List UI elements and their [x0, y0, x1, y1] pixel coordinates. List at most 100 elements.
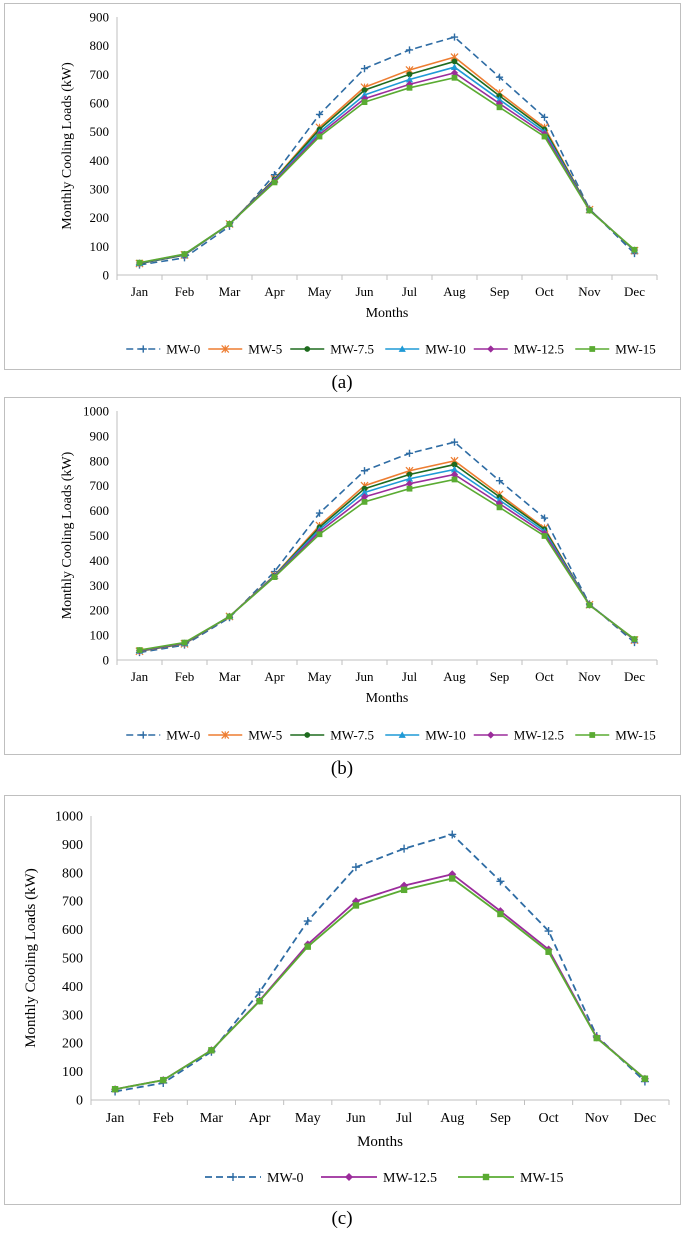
- chart-c-point-mw-15-mar: [208, 1047, 215, 1054]
- chart-b-point-mw-0-sep: [495, 477, 504, 485]
- chart-a-y-axis-label: Monthly Cooling Loads (kW): [60, 62, 75, 230]
- chart-c-x-axis-label: Months: [357, 1134, 403, 1150]
- chart-a-x-tick-dec: Dec: [624, 284, 645, 299]
- chart-c-point-mw-15-sep: [497, 910, 504, 918]
- chart-a-point-mw-7-5-jul: [406, 71, 413, 78]
- chart-b-point-mw-0-jul: [405, 449, 414, 457]
- chart-c-x-tick-nov: Nov: [585, 1111, 609, 1126]
- chart-a-legend: MW-0 MW-5 MW-7.5 MW-10 MW-12.5 MW-15: [126, 342, 656, 357]
- chart-b-y-tick-200: 200: [90, 603, 110, 618]
- chart-b-legend: MW-0 MW-5 MW-7.5 MW-10 MW-12.5 MW-15: [126, 728, 656, 743]
- chart-b-x-tick-may: May: [308, 669, 332, 684]
- chart-a-point-mw-15-may: [316, 133, 323, 140]
- chart-b-y-tick-400: 400: [90, 553, 110, 568]
- chart-b-legend-item-mw-15: MW-15: [575, 728, 656, 743]
- chart-b-point-mw-15-mar: [226, 613, 233, 620]
- chart-c-legend-item-mw-0: MW-0: [205, 1171, 304, 1186]
- chart-b-legend-item-mw-5: MW-5: [208, 728, 282, 743]
- chart-b-point-mw-15-jun: [361, 499, 368, 505]
- chart-b-legend-label-mw-10: MW-10: [425, 728, 465, 743]
- chart-a-x-tick-feb: Feb: [175, 284, 195, 299]
- chart-c-point-mw-0-oct: [544, 927, 553, 936]
- chart-c-x-tick-jun: Jun: [346, 1111, 365, 1126]
- chart-a-point-mw-15-mar: [226, 221, 233, 227]
- chart-b-legend-item-mw-7-5: MW-7.5: [290, 728, 374, 743]
- chart-c-point-mw-15-jun: [352, 902, 360, 909]
- chart-a-legend-marker-mw-5: [221, 344, 230, 354]
- chart-a-y-tick-100: 100: [90, 239, 110, 254]
- chart-c-x-tick-mar: Mar: [200, 1111, 224, 1126]
- chart-b-point-mw-0-oct: [540, 514, 549, 522]
- chart-c-legend-marker-mw-15: [482, 1173, 490, 1181]
- chart-b-point-mw-15-nov: [586, 602, 593, 609]
- chart-a-point-mw-0-sep: [495, 73, 504, 81]
- chart-a-y-tick-200: 200: [90, 210, 110, 225]
- chart-b-x-tick-oct: Oct: [535, 669, 554, 684]
- chart-c-x-tick-jul: Jul: [396, 1111, 412, 1126]
- chart-b-legend-item-mw-10: MW-10: [385, 728, 466, 743]
- chart-a-point-mw-15-feb: [181, 251, 188, 257]
- chart-b-x-tick-dec: Dec: [624, 669, 645, 684]
- chart-b-point-mw-7-5-jul: [406, 471, 413, 478]
- chart-c-legend-label-mw-12-5: MW-12.5: [383, 1171, 437, 1186]
- chart-c-y-tick-200: 200: [62, 1037, 83, 1052]
- chart-a-svg: 0 100 200 300 400 500 600 700 800 900 Jan Feb Mar Apr…: [60, 10, 658, 357]
- chart-c-x-tick-oct: Oct: [538, 1111, 558, 1126]
- chart-a-point-mw-10-sep: [495, 95, 504, 103]
- chart-a-point-mw-7-5-jun: [361, 87, 368, 93]
- chart-a-point-mw-7-5-aug: [451, 58, 458, 65]
- chart-c-point-mw-0-jun: [351, 863, 360, 872]
- chart-b-point-mw-15-dec: [631, 636, 638, 642]
- chart-c-series-mw-12-5: [111, 870, 649, 1094]
- chart-b-legend-marker-mw-15: [589, 732, 596, 738]
- chart-a-x-tick-jul: Jul: [402, 284, 418, 299]
- chart-b-x-tick-apr: Apr: [264, 669, 285, 684]
- chart-b-point-mw-7-5-jun: [361, 485, 368, 492]
- chart-a-x-tick-mar: Mar: [219, 284, 241, 299]
- chart-a-y-tick-600: 600: [90, 96, 110, 111]
- chart-c-x-tick-feb: Feb: [153, 1111, 174, 1126]
- chart-panel-a: 0 100 200 300 400 500 600 700 800 900 Jan Feb Mar Apr…: [4, 3, 681, 370]
- chart-c-legend-label-mw-0: MW-0: [267, 1171, 304, 1186]
- chart-a-x-tick-may: May: [308, 284, 332, 299]
- chart-a-point-mw-15-jan: [136, 259, 143, 266]
- chart-b-x-tick-nov: Nov: [578, 669, 601, 684]
- chart-c-point-mw-15-oct: [545, 948, 552, 955]
- chart-c-point-mw-15-aug: [449, 875, 456, 882]
- chart-a-line-mw-0: [139, 36, 636, 266]
- chart-a-x-tick-apr: Apr: [264, 284, 285, 299]
- chart-a-legend-marker-mw-10: [398, 345, 406, 352]
- chart-b-svg: 0 100 200 300 400 500 600 700 800 900 1000 Jan Feb Ma…: [60, 404, 658, 743]
- chart-b-y-tick-0: 0: [103, 653, 110, 668]
- chart-a-legend-label-mw-10: MW-10: [425, 342, 465, 357]
- chart-b-line-mw-15: [139, 478, 635, 651]
- chart-b-legend-marker-mw-12-5: [487, 731, 495, 739]
- chart-c-x-tick-jan: Jan: [106, 1111, 125, 1126]
- chart-b-x-tick-aug: Aug: [443, 669, 466, 684]
- chart-b-x-axis-label: Months: [366, 691, 409, 706]
- chart-b-point-mw-15-oct: [541, 533, 548, 539]
- chart-b-legend-label-mw-7-5: MW-7.5: [330, 728, 374, 743]
- chart-a-legend-marker-mw-0: [139, 345, 147, 353]
- chart-b-legend-label-mw-12-5: MW-12.5: [514, 728, 564, 743]
- chart-c-point-mw-0-apr: [255, 988, 264, 997]
- chart-a-point-mw-15-dec: [631, 246, 638, 253]
- chart-c-y-tick-400: 400: [62, 980, 83, 995]
- chart-a-legend-label-mw-15: MW-15: [615, 342, 655, 357]
- chart-b-series-mw-0: [135, 438, 639, 657]
- chart-a-y-tick-400: 400: [90, 153, 110, 168]
- chart-a-y-tick-500: 500: [90, 124, 110, 139]
- chart-b-point-mw-15-may: [316, 531, 323, 538]
- chart-b-legend-label-mw-15: MW-15: [615, 728, 655, 743]
- chart-a-legend-label-mw-5: MW-5: [248, 342, 282, 357]
- chart-b-point-mw-7-5-aug: [451, 461, 458, 468]
- chart-c-x-tick-aug: Aug: [440, 1111, 464, 1126]
- chart-c-point-mw-0-jul: [400, 844, 409, 853]
- chart-c-series-mw-0: [111, 830, 649, 1096]
- chart-a-point-mw-0-jun: [360, 65, 369, 73]
- chart-c-x-tick-dec: Dec: [634, 1111, 657, 1126]
- chart-a-point-mw-0-jul: [405, 46, 414, 54]
- chart-c-y-tick-800: 800: [62, 866, 83, 881]
- chart-b-x-tick-jan: Jan: [131, 669, 149, 684]
- chart-a-legend-item-mw-15: MW-15: [575, 342, 656, 357]
